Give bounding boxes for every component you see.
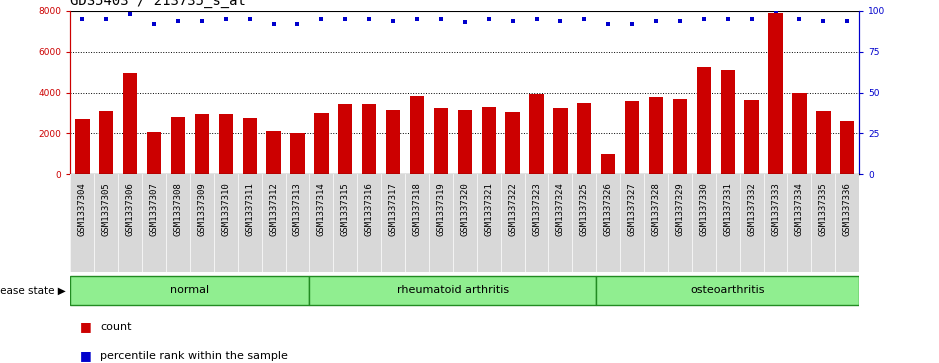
Text: GSM1337328: GSM1337328 [652, 182, 660, 236]
Bar [553, 108, 567, 174]
Bar [793, 93, 807, 174]
Text: GSM1337326: GSM1337326 [604, 182, 613, 236]
Text: GSM1337335: GSM1337335 [819, 182, 828, 236]
FancyBboxPatch shape [310, 276, 596, 305]
Text: GSM1337305: GSM1337305 [101, 182, 111, 236]
Bar [505, 112, 520, 174]
Bar [434, 108, 448, 174]
Bar [219, 114, 233, 174]
Bar [745, 100, 759, 174]
Text: GSM1337322: GSM1337322 [508, 182, 517, 236]
Text: GSM1337327: GSM1337327 [627, 182, 637, 236]
Text: GSM1337317: GSM1337317 [389, 182, 397, 236]
Text: GSM1337333: GSM1337333 [771, 182, 780, 236]
Text: GSM1337306: GSM1337306 [126, 182, 134, 236]
Bar [530, 94, 544, 174]
Bar [362, 104, 377, 174]
Bar [194, 114, 209, 174]
Text: GSM1337331: GSM1337331 [723, 182, 732, 236]
Text: GSM1337316: GSM1337316 [364, 182, 374, 236]
Text: GSM1337307: GSM1337307 [149, 182, 159, 236]
Text: GSM1337323: GSM1337323 [532, 182, 541, 236]
Text: GSM1337315: GSM1337315 [341, 182, 350, 236]
Text: rheumatoid arthritis: rheumatoid arthritis [397, 285, 509, 295]
Text: GSM1337308: GSM1337308 [174, 182, 182, 236]
Bar [672, 99, 687, 174]
Bar [840, 121, 854, 174]
Bar [457, 110, 472, 174]
Text: osteoarthritis: osteoarthritis [690, 285, 765, 295]
Text: count: count [100, 322, 132, 332]
Bar [482, 107, 496, 174]
Bar [720, 70, 735, 174]
Text: GSM1337311: GSM1337311 [245, 182, 254, 236]
Bar [338, 104, 352, 174]
Text: GSM1337319: GSM1337319 [437, 182, 445, 236]
Text: disease state ▶: disease state ▶ [0, 285, 66, 295]
Bar [123, 73, 137, 174]
Bar [409, 95, 424, 174]
Text: GDS5403 / 213735_s_at: GDS5403 / 213735_s_at [70, 0, 246, 8]
Text: GSM1337309: GSM1337309 [197, 182, 207, 236]
Bar [290, 133, 304, 174]
Text: GSM1337313: GSM1337313 [293, 182, 302, 236]
Text: GSM1337329: GSM1337329 [675, 182, 685, 236]
Bar [386, 110, 400, 174]
Bar [75, 119, 89, 174]
Bar [146, 132, 162, 174]
Bar [649, 97, 663, 174]
Text: GSM1337314: GSM1337314 [316, 182, 326, 236]
Text: ■: ■ [80, 320, 92, 333]
Text: GSM1337330: GSM1337330 [700, 182, 708, 236]
Bar [816, 111, 830, 174]
Text: GSM1337318: GSM1337318 [412, 182, 422, 236]
Text: GSM1337310: GSM1337310 [222, 182, 230, 236]
Bar [697, 67, 711, 174]
Bar [577, 103, 592, 174]
Text: normal: normal [170, 285, 209, 295]
Text: GSM1337312: GSM1337312 [269, 182, 278, 236]
Bar [625, 101, 639, 174]
Bar [242, 118, 257, 174]
Text: GSM1337334: GSM1337334 [795, 182, 804, 236]
Bar [315, 113, 329, 174]
Text: GSM1337325: GSM1337325 [579, 182, 589, 236]
Text: GSM1337304: GSM1337304 [78, 182, 87, 236]
Text: GSM1337336: GSM1337336 [842, 182, 852, 236]
Text: GSM1337332: GSM1337332 [747, 182, 756, 236]
Text: GSM1337320: GSM1337320 [460, 182, 470, 236]
Text: percentile rank within the sample: percentile rank within the sample [100, 351, 288, 361]
Bar [100, 111, 114, 174]
Text: ■: ■ [80, 349, 92, 362]
Text: GSM1337324: GSM1337324 [556, 182, 565, 236]
Bar [267, 131, 281, 174]
Bar [601, 154, 615, 174]
FancyBboxPatch shape [596, 276, 859, 305]
Text: GSM1337321: GSM1337321 [485, 182, 493, 236]
Bar [171, 117, 185, 174]
FancyBboxPatch shape [70, 276, 310, 305]
Bar [768, 13, 783, 174]
